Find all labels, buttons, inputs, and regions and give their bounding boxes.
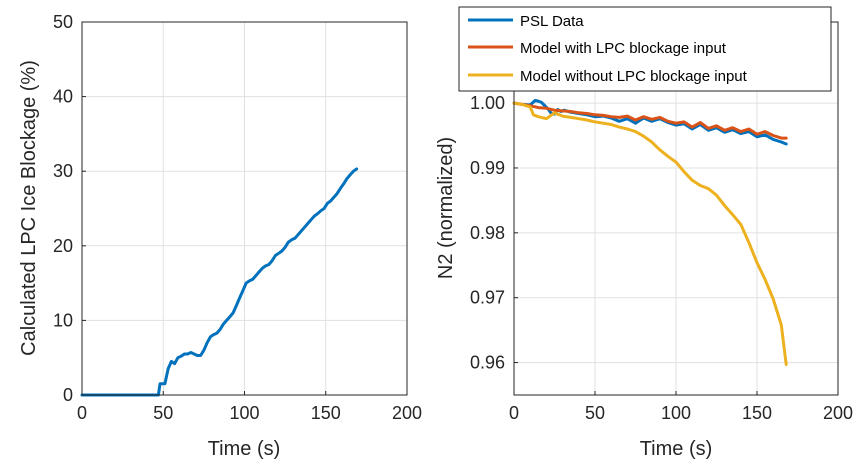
n2-series-line-1 — [512, 101, 788, 140]
legend-label-with-blockage: Model with LPC blockage input — [520, 40, 727, 57]
n2-series-line-2 — [512, 101, 788, 366]
blockage-x-tick-label: 0 — [77, 403, 87, 423]
n2-x-tick-label: 200 — [823, 403, 853, 423]
blockage-tick-labels: 0 50 100 150 200 0 10 20 30 40 50 — [53, 12, 422, 423]
blockage-y-tick-label: 0 — [63, 385, 73, 405]
blockage-y-axis-label: Calculated LPC Ice Blockage (%) — [18, 60, 40, 356]
blockage-y-tick-label: 50 — [53, 12, 73, 32]
blockage-axes-box — [81, 21, 408, 396]
n2-x-axis-label: Time (s) — [640, 438, 713, 460]
blockage-x-axis-label: Time (s) — [208, 438, 281, 460]
legend-entry-psl: PSL Data — [468, 13, 584, 30]
blockage-y-tick-label: 40 — [53, 87, 73, 107]
n2-y-axis-label: N2 (normalized) — [435, 137, 457, 279]
n2-y-tick-label: 0.99 — [470, 158, 505, 178]
blockage-lines — [80, 167, 359, 397]
n2-y-tick-label: 1.00 — [470, 93, 505, 113]
n2-x-tick-label: 150 — [742, 403, 772, 423]
blockage-x-tick-label: 200 — [392, 403, 422, 423]
legend-label-psl: PSL Data — [520, 13, 584, 30]
blockage-series-line-0 — [80, 167, 359, 397]
blockage-y-tick-label: 10 — [53, 310, 73, 330]
blockage-y-tick-label: 20 — [53, 236, 73, 256]
n2-x-tick-label: 50 — [585, 403, 605, 423]
n2-y-tick-label: 0.96 — [470, 353, 505, 373]
n2-x-tick-label: 100 — [661, 403, 691, 423]
legend-label-without-blockage: Model without LPC blockage input — [520, 68, 748, 85]
legend-entry-with-blockage: Model with LPC blockage input — [468, 40, 727, 57]
n2-y-tick-label: 0.98 — [470, 223, 505, 243]
n2-chart: 0 50 100 150 200 0.96 0.97 0.98 0.99 1.00 Time (s… — [435, 6, 853, 460]
blockage-y-tick-label: 30 — [53, 161, 73, 181]
legend-box — [458, 6, 832, 92]
n2-tick-labels: 0 50 100 150 200 0.96 0.97 0.98 0.99 1.00 — [470, 93, 853, 423]
blockage-x-tick-label: 50 — [153, 403, 173, 423]
blockage-x-tick-label: 100 — [229, 403, 259, 423]
blockage-chart: 0 50 100 150 200 0 10 20 30 40 50 Time (s) Calcula… — [18, 12, 422, 460]
legend: PSL Data Model with LPC blockage input M… — [458, 6, 832, 92]
legend-entry-without-blockage: Model without LPC blockage input — [468, 68, 748, 85]
n2-lines — [512, 99, 788, 366]
n2-x-tick-label: 0 — [509, 403, 519, 423]
blockage-x-tick-label: 150 — [311, 403, 341, 423]
n2-y-tick-label: 0.97 — [470, 288, 505, 308]
